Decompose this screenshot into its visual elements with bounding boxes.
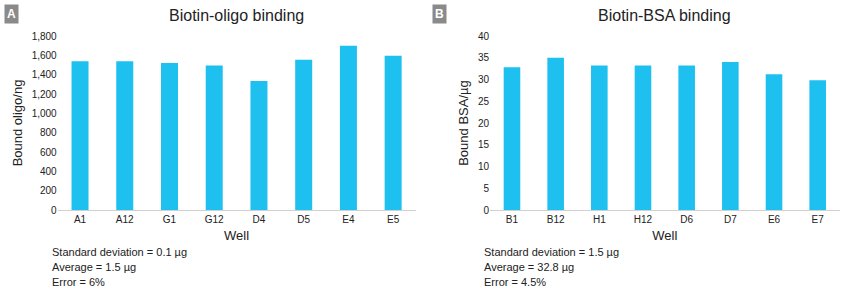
svg-text:25: 25 xyxy=(478,96,490,107)
svg-text:Average = 32.8 µg: Average = 32.8 µg xyxy=(484,261,574,273)
svg-text:400: 400 xyxy=(40,166,57,177)
svg-text:Standard deviation = 1.5 µg: Standard deviation = 1.5 µg xyxy=(484,246,619,258)
svg-text:E6: E6 xyxy=(768,214,781,225)
svg-text:Biotin-BSA binding: Biotin-BSA binding xyxy=(598,7,731,24)
svg-text:Biotin-oligo binding: Biotin-oligo binding xyxy=(169,7,304,24)
svg-text:B12: B12 xyxy=(547,214,565,225)
svg-text:B1: B1 xyxy=(506,214,519,225)
svg-text:A: A xyxy=(7,7,16,21)
svg-text:Standard deviation = 0.1 µg: Standard deviation = 0.1 µg xyxy=(52,246,187,258)
svg-text:600: 600 xyxy=(40,147,57,158)
svg-text:15: 15 xyxy=(478,139,490,150)
svg-text:Bound BSA/µg: Bound BSA/µg xyxy=(456,80,471,166)
svg-text:D4: D4 xyxy=(253,214,266,225)
svg-text:35: 35 xyxy=(478,52,490,63)
svg-text:G1: G1 xyxy=(163,214,177,225)
svg-text:D6: D6 xyxy=(680,214,693,225)
svg-text:1,400: 1,400 xyxy=(32,69,57,80)
svg-text:1,800: 1,800 xyxy=(32,31,57,42)
svg-text:Error = 4.5%: Error = 4.5% xyxy=(484,276,546,288)
svg-text:E5: E5 xyxy=(387,214,400,225)
svg-text:1,000: 1,000 xyxy=(32,108,57,119)
svg-text:G12: G12 xyxy=(205,214,224,225)
svg-text:0: 0 xyxy=(484,205,490,216)
svg-text:B: B xyxy=(435,7,444,21)
svg-text:40: 40 xyxy=(478,31,490,42)
svg-text:D5: D5 xyxy=(297,214,310,225)
svg-text:H1: H1 xyxy=(593,214,606,225)
svg-text:800: 800 xyxy=(40,127,57,138)
svg-text:Average = 1.5 µg: Average = 1.5 µg xyxy=(52,261,136,273)
svg-text:Bound oligo/ng: Bound oligo/ng xyxy=(10,80,25,167)
svg-text:Well: Well xyxy=(652,228,677,243)
svg-text:H12: H12 xyxy=(634,214,653,225)
svg-text:A12: A12 xyxy=(116,214,134,225)
svg-text:Error = 6%: Error = 6% xyxy=(52,276,105,288)
svg-text:Well: Well xyxy=(224,228,249,243)
svg-text:10: 10 xyxy=(478,161,490,172)
svg-text:E7: E7 xyxy=(812,214,825,225)
svg-text:E4: E4 xyxy=(342,214,355,225)
svg-text:5: 5 xyxy=(484,183,490,194)
svg-text:0: 0 xyxy=(51,205,57,216)
svg-text:1,200: 1,200 xyxy=(32,89,57,100)
svg-text:20: 20 xyxy=(478,118,490,129)
svg-text:A1: A1 xyxy=(74,214,87,225)
svg-text:D7: D7 xyxy=(724,214,737,225)
svg-text:30: 30 xyxy=(478,74,490,85)
svg-text:200: 200 xyxy=(40,185,57,196)
svg-text:1,600: 1,600 xyxy=(32,50,57,61)
